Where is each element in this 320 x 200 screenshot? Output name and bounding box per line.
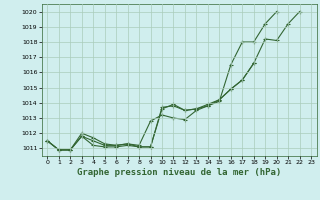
X-axis label: Graphe pression niveau de la mer (hPa): Graphe pression niveau de la mer (hPa) (77, 168, 281, 177)
